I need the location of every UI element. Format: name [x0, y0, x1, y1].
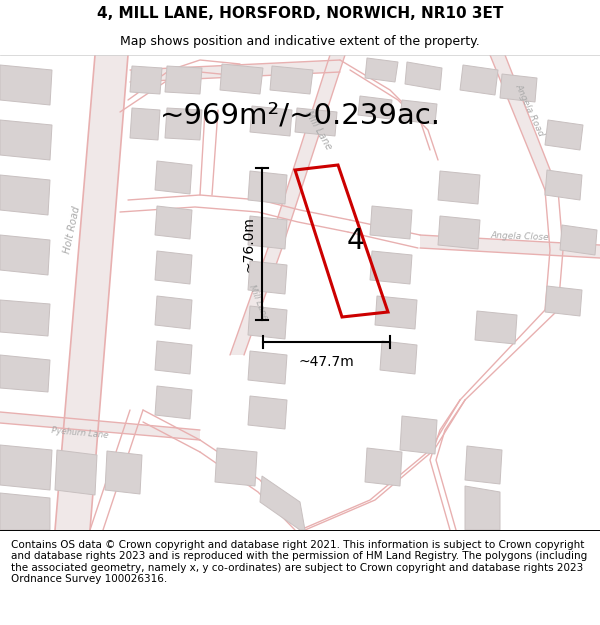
Polygon shape — [0, 493, 50, 530]
Polygon shape — [475, 311, 517, 344]
Polygon shape — [460, 65, 498, 95]
Text: Angela Road: Angela Road — [514, 82, 546, 138]
Polygon shape — [155, 341, 192, 374]
Polygon shape — [155, 251, 192, 284]
Polygon shape — [438, 171, 480, 204]
Polygon shape — [560, 225, 597, 255]
Polygon shape — [0, 120, 52, 160]
Polygon shape — [250, 106, 292, 136]
Polygon shape — [0, 235, 50, 275]
Text: Holt Road: Holt Road — [62, 206, 82, 254]
Polygon shape — [130, 60, 340, 82]
Polygon shape — [165, 66, 202, 94]
Polygon shape — [365, 58, 398, 82]
Polygon shape — [130, 108, 160, 140]
Polygon shape — [405, 62, 442, 90]
Polygon shape — [155, 206, 192, 239]
Text: Mill Lane: Mill Lane — [247, 283, 269, 321]
Polygon shape — [248, 171, 287, 204]
Polygon shape — [248, 306, 287, 339]
Polygon shape — [370, 206, 412, 239]
Polygon shape — [55, 450, 97, 495]
Polygon shape — [248, 396, 287, 429]
Polygon shape — [420, 235, 600, 258]
Polygon shape — [370, 251, 412, 284]
Polygon shape — [400, 100, 437, 124]
Polygon shape — [268, 55, 345, 248]
Polygon shape — [545, 120, 583, 150]
Polygon shape — [545, 170, 582, 200]
Polygon shape — [155, 296, 192, 329]
Polygon shape — [248, 351, 287, 384]
Polygon shape — [0, 65, 52, 105]
Polygon shape — [155, 161, 192, 194]
Polygon shape — [490, 55, 558, 190]
Polygon shape — [230, 248, 282, 355]
Polygon shape — [375, 296, 417, 329]
Polygon shape — [155, 386, 192, 419]
Polygon shape — [130, 66, 162, 94]
Polygon shape — [380, 341, 417, 374]
Text: ~47.7m: ~47.7m — [299, 355, 355, 369]
Polygon shape — [0, 300, 50, 336]
Polygon shape — [248, 216, 287, 249]
Text: ~76.0m: ~76.0m — [241, 216, 255, 272]
Polygon shape — [220, 64, 263, 94]
Polygon shape — [260, 476, 305, 530]
Text: 4, MILL LANE, HORSFORD, NORWICH, NR10 3ET: 4, MILL LANE, HORSFORD, NORWICH, NR10 3E… — [97, 6, 503, 21]
Text: ~969m²/~0.239ac.: ~969m²/~0.239ac. — [160, 101, 440, 129]
Polygon shape — [248, 261, 287, 294]
Text: Pyehurn Lane: Pyehurn Lane — [51, 426, 109, 440]
Polygon shape — [0, 355, 50, 392]
Text: Angela Close: Angela Close — [491, 231, 550, 242]
Text: Contains OS data © Crown copyright and database right 2021. This information is : Contains OS data © Crown copyright and d… — [11, 539, 587, 584]
Polygon shape — [105, 451, 142, 494]
Polygon shape — [270, 66, 313, 94]
Polygon shape — [295, 108, 337, 136]
Polygon shape — [465, 486, 500, 530]
Polygon shape — [0, 445, 52, 490]
Polygon shape — [0, 412, 200, 440]
Polygon shape — [545, 286, 582, 316]
Polygon shape — [438, 216, 480, 249]
Polygon shape — [358, 96, 392, 119]
Polygon shape — [465, 446, 502, 484]
Polygon shape — [365, 448, 402, 486]
Polygon shape — [215, 448, 257, 486]
Polygon shape — [500, 74, 537, 102]
Polygon shape — [400, 416, 437, 454]
Text: Mill Lane: Mill Lane — [303, 109, 333, 151]
Polygon shape — [55, 55, 128, 530]
Polygon shape — [0, 175, 50, 215]
Text: Map shows position and indicative extent of the property.: Map shows position and indicative extent… — [120, 35, 480, 48]
Polygon shape — [165, 108, 202, 140]
Text: 4: 4 — [347, 227, 365, 255]
